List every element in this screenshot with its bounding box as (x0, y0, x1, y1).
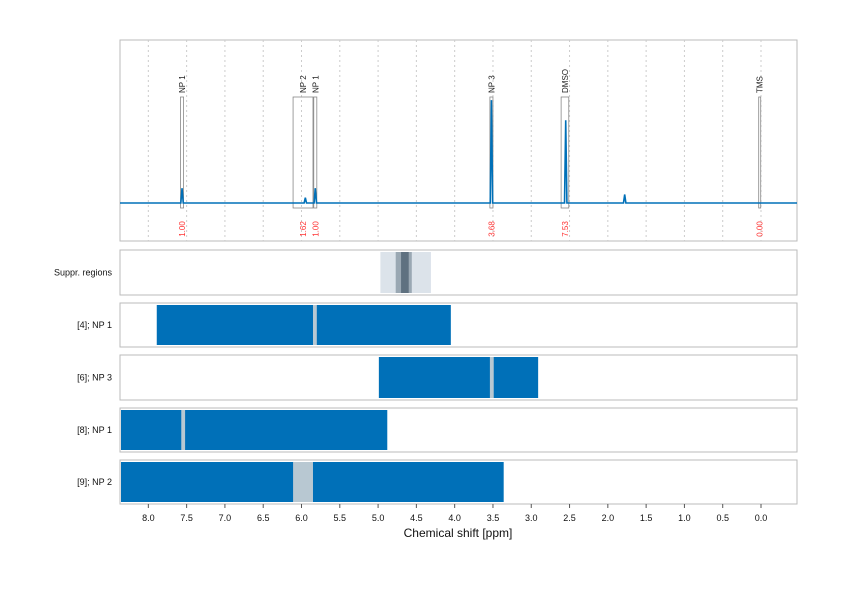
annotation-box (560, 96, 570, 209)
spectrum-line (120, 100, 797, 204)
annotation-label: NP 2 (299, 75, 308, 93)
x-tick-label: 8.0 (142, 513, 155, 523)
x-tick-label: 3.5 (487, 513, 500, 523)
spectrum-panel: NP 1 1.00 NP 2 1.62 NP 1 1.00 NP 3 3.68 DMSO 7.53… (119, 39, 798, 242)
range-bar (378, 357, 539, 398)
row-label: Suppr. regions (54, 268, 113, 278)
row-label: [9]; NP 2 (77, 477, 112, 487)
x-tick-label: 2.0 (602, 513, 615, 523)
x-tick-label: 7.0 (219, 513, 232, 523)
row-label: [8]; NP 1 (77, 425, 112, 435)
x-tick-label: 1.5 (640, 513, 653, 523)
range-panels: Suppr. regions [4]; NP 1 [6]; NP 3 [8]; NP … (54, 249, 798, 505)
row-label: [4]; NP 1 (77, 320, 112, 330)
annotation-label: NP 1 (311, 75, 320, 93)
integral-value: 3.68 (487, 221, 496, 237)
annotation-box (313, 96, 318, 209)
range-bar (156, 305, 451, 345)
annotation-label: TMS (755, 76, 764, 93)
row-frame (119, 249, 798, 296)
range-row: [9]; NP 2 (77, 459, 798, 505)
x-tick-label: 2.5 (563, 513, 576, 523)
x-tick-label: 5.5 (334, 513, 347, 523)
annotation-box (292, 96, 314, 209)
x-tick-label: 4.5 (410, 513, 423, 523)
range-bar (121, 410, 388, 450)
spectrum-frame (119, 39, 798, 242)
integral-value: 1.62 (299, 221, 308, 237)
annotation-label: NP 1 (178, 75, 187, 93)
range-gap (293, 462, 313, 502)
x-axis: 8.0 7.5 7.0 6.5 6.0 5.5 5.0 4.5 4.0 3.5 3.0 2.5 2.0 1… (142, 504, 767, 523)
annotation-label: NP 3 (487, 75, 496, 93)
integral-value: 1.00 (178, 221, 187, 237)
annotation-label: DMSO (561, 69, 570, 93)
x-tick-label: 1.0 (678, 513, 691, 523)
x-tick-label: 6.5 (257, 513, 270, 523)
integral-value: 0.00 (755, 221, 764, 237)
x-axis-label: Chemical shift [ppm] (404, 526, 513, 540)
range-gap (489, 357, 494, 398)
range-row: [6]; NP 3 (77, 354, 798, 401)
integral-value: 7.53 (561, 221, 570, 237)
x-tick-label: 0.0 (755, 513, 768, 523)
annotation-box (758, 96, 762, 209)
suppression-region (401, 252, 409, 293)
integral-value: 1.00 (311, 221, 320, 237)
x-tick-label: 6.0 (295, 513, 308, 523)
x-tick-label: 0.5 (716, 513, 729, 523)
range-gap (312, 305, 317, 345)
x-tick-label: 7.5 (180, 513, 193, 523)
annotation-box (180, 96, 184, 209)
x-tick-label: 4.0 (448, 513, 461, 523)
x-tick-label: 5.0 (372, 513, 385, 523)
range-row: Suppr. regions (54, 249, 798, 296)
range-row: [8]; NP 1 (77, 407, 798, 453)
range-gap (181, 410, 186, 450)
range-row: [4]; NP 1 (77, 302, 798, 348)
row-label: [6]; NP 3 (77, 373, 112, 383)
annotation-box (489, 96, 494, 209)
x-tick-label: 3.0 (525, 513, 538, 523)
